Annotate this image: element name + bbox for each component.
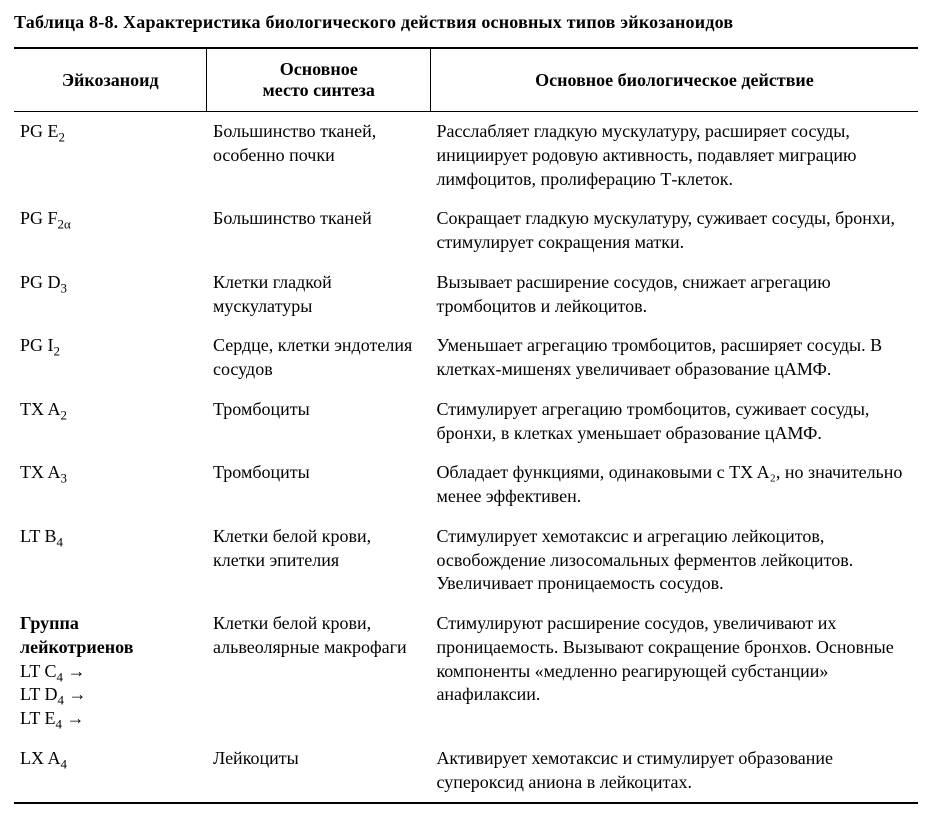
cell-action: Обладает функциями, одинаковыми с TX A₂,… bbox=[430, 453, 918, 517]
cell-site: Клетки белой крови, клетки эпителия bbox=[207, 517, 430, 604]
cell-action: Вызывает расширение сосудов, снижает агр… bbox=[430, 263, 918, 327]
header-eicosanoid: Эйкозаноид bbox=[14, 48, 207, 112]
table-body: PG E2Большинство тканей, особенно почкиР… bbox=[14, 112, 918, 804]
cell-site: Клетки гладкой мускулатуры bbox=[207, 263, 430, 327]
cell-action: Расслабляет гладкую мускулатуру, расширя… bbox=[430, 112, 918, 200]
table-row: LT B4Клетки белой крови, клетки эпителия… bbox=[14, 517, 918, 604]
cell-site: Клетки белой крови, альвеолярные макрофа… bbox=[207, 604, 430, 739]
cell-eicosanoid: PG D3 bbox=[14, 263, 207, 327]
cell-action: Стимулирует агрегацию тромбоцитов, сужив… bbox=[430, 390, 918, 454]
cell-action: Уменьшает агрегацию тромбоцитов, расширя… bbox=[430, 326, 918, 390]
cell-site: Сердце, клетки эндотелия сосудов bbox=[207, 326, 430, 390]
table-row: TX A2ТромбоцитыСтимулирует агрегацию тро… bbox=[14, 390, 918, 454]
cell-eicosanoid: PG F2α bbox=[14, 199, 207, 263]
cell-action: Сокращает гладкую мускулатуру, суживает … bbox=[430, 199, 918, 263]
cell-site: Тромбоциты bbox=[207, 453, 430, 517]
cell-site: Лейкоциты bbox=[207, 739, 430, 804]
cell-eicosanoid: PG I2 bbox=[14, 326, 207, 390]
table-caption: Таблица 8-8. Характеристика биологическо… bbox=[14, 12, 918, 33]
cell-eicosanoid: ГруппалейкотриеновLT C4 →LT D4 →LT E4 → bbox=[14, 604, 207, 739]
cell-eicosanoid: TX A3 bbox=[14, 453, 207, 517]
table-row: LX A4ЛейкоцитыАктивирует хемотаксис и ст… bbox=[14, 739, 918, 804]
cell-site: Большинство тканей, особенно почки bbox=[207, 112, 430, 200]
table-row: TX A3ТромбоцитыОбладает функциями, одина… bbox=[14, 453, 918, 517]
cell-eicosanoid: LX A4 bbox=[14, 739, 207, 804]
cell-site: Большинство тканей bbox=[207, 199, 430, 263]
table-row: PG F2αБольшинство тканейСокращает гладку… bbox=[14, 199, 918, 263]
cell-eicosanoid: PG E2 bbox=[14, 112, 207, 200]
table-row: PG E2Большинство тканей, особенно почкиР… bbox=[14, 112, 918, 200]
header-action: Основное биологическое действие bbox=[430, 48, 918, 112]
cell-eicosanoid: TX A2 bbox=[14, 390, 207, 454]
table-row: ГруппалейкотриеновLT C4 →LT D4 →LT E4 →К… bbox=[14, 604, 918, 739]
header-site: Основное место синтеза bbox=[207, 48, 430, 112]
table-row: PG I2Сердце, клетки эндотелия сосудовУме… bbox=[14, 326, 918, 390]
cell-action: Активирует хемотаксис и стимулирует обра… bbox=[430, 739, 918, 804]
cell-eicosanoid: LT B4 bbox=[14, 517, 207, 604]
table-row: PG D3Клетки гладкой мускулатурыВызывает … bbox=[14, 263, 918, 327]
cell-action: Стимулирует хемотаксис и агрегацию лейко… bbox=[430, 517, 918, 604]
cell-site: Тромбоциты bbox=[207, 390, 430, 454]
eicosanoid-table: Эйкозаноид Основное место синтеза Основн… bbox=[14, 47, 918, 804]
cell-action: Стимулируют расширение сосудов, увеличив… bbox=[430, 604, 918, 739]
